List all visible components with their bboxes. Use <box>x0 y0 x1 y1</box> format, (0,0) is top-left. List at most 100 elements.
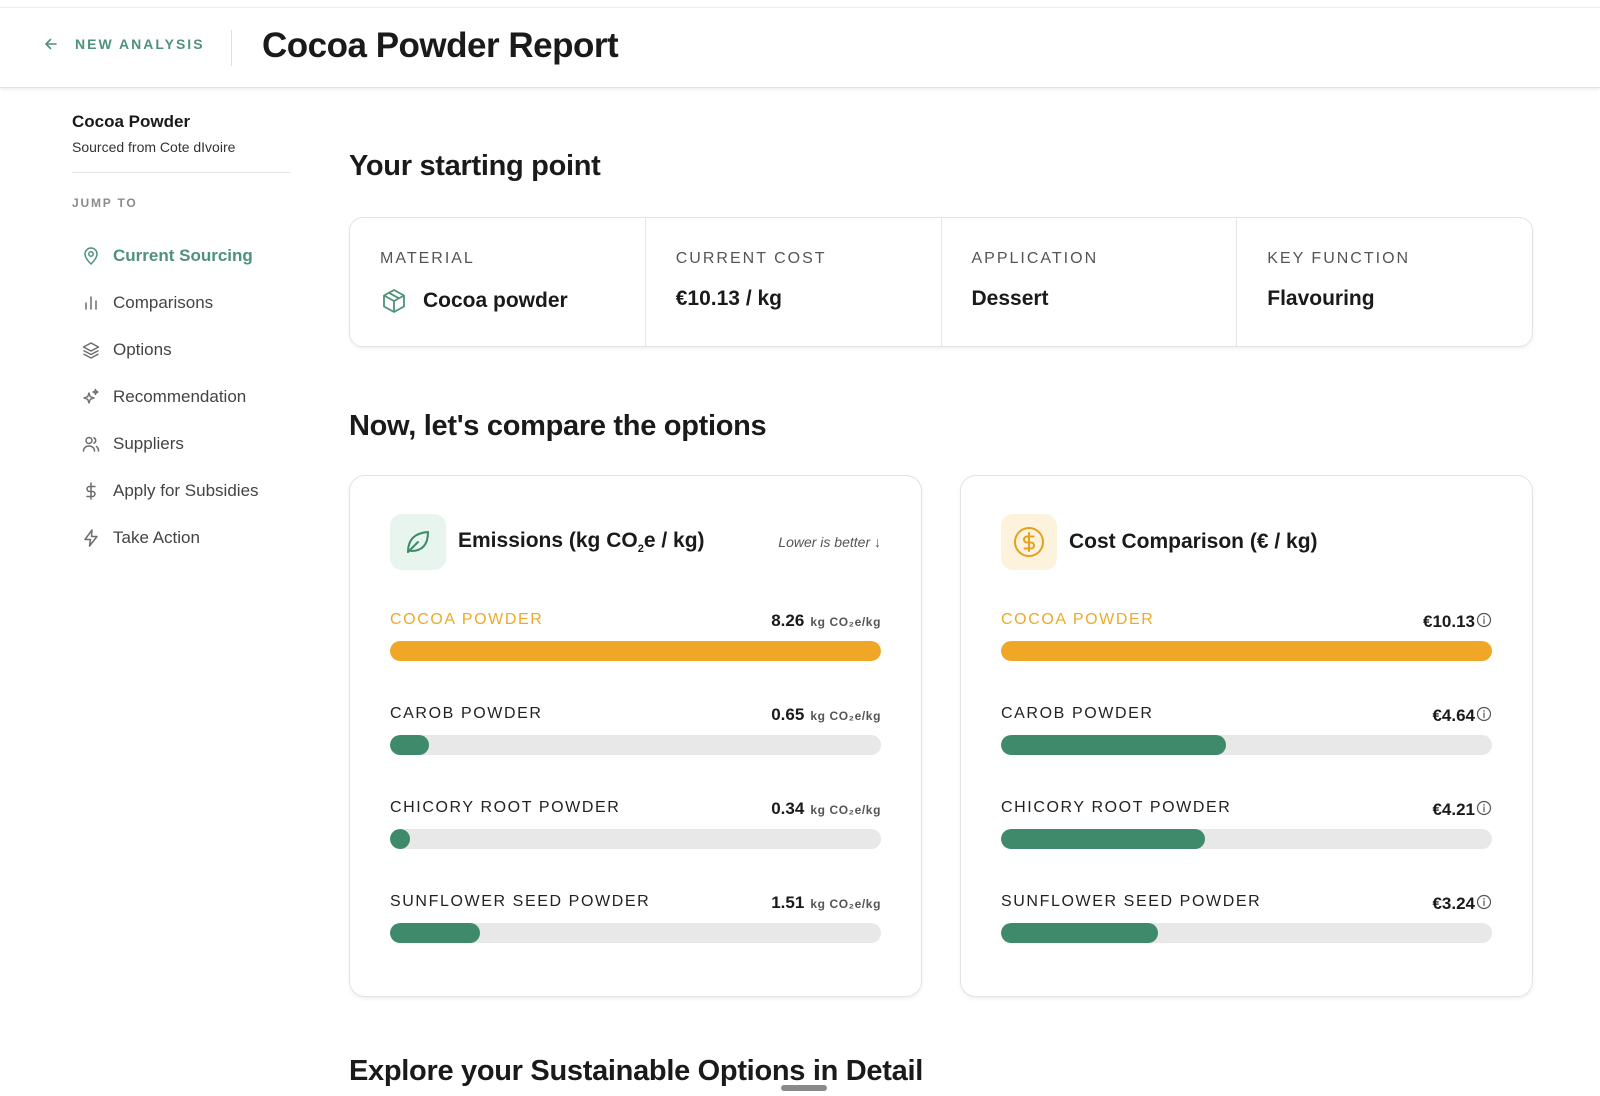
users-icon <box>81 434 101 454</box>
dollar-icon <box>81 481 101 501</box>
leaf-icon <box>407 531 429 553</box>
row-value-group: €10.13 <box>1423 611 1492 632</box>
row-value-group: €4.21 <box>1432 799 1492 820</box>
sidebar-item-suppliers[interactable]: Suppliers <box>72 420 290 467</box>
row-name: CAROB POWDER <box>1001 705 1154 722</box>
row-value-group: 1.51 kg CO₂e/kg <box>771 893 881 913</box>
sidebar-item-recommendation[interactable]: Recommendation <box>72 373 290 420</box>
bar-track <box>1001 735 1492 755</box>
row-name: CHICORY ROOT POWDER <box>390 799 621 816</box>
current-cost-value: €10.13 / kg <box>675 287 782 310</box>
material-value: Cocoa powder <box>423 289 568 312</box>
row-value: €3.24 <box>1432 894 1475 913</box>
cost-title: Cost Comparison (€ / kg) <box>1069 530 1318 553</box>
sidebar-item-label: Take Action <box>113 527 200 547</box>
sidebar: Cocoa Powder Sourced from Cote dIvoire J… <box>72 112 290 561</box>
window-top-edge <box>0 0 1600 8</box>
row-name: COCOA POWDER <box>390 611 544 628</box>
emissions-title-tail: e / kg) <box>643 528 705 552</box>
bar-fill <box>1001 735 1226 755</box>
explore-heading: Explore your Sustainable Options in Deta… <box>349 1055 923 1087</box>
info-icon[interactable] <box>1476 800 1492 816</box>
scroll-handle[interactable] <box>781 1085 827 1091</box>
cost-rows: COCOA POWDER €10.13 CAROB POWDER €4.64 C… <box>1001 611 1492 987</box>
bar-fill <box>390 641 881 661</box>
row-name: CHICORY ROOT POWDER <box>1001 799 1232 816</box>
emissions-card: Emissions (kg CO2e / kg) Lower is better… <box>349 475 922 997</box>
dollar-badge <box>1001 514 1057 570</box>
row-value: €4.21 <box>1432 800 1475 819</box>
row-name: SUNFLOWER SEED POWDER <box>390 893 651 910</box>
row-unit: kg CO₂e/kg <box>810 709 881 723</box>
map-pin-icon <box>81 246 101 266</box>
info-icon[interactable] <box>1476 612 1492 628</box>
info-icon[interactable] <box>1476 894 1492 910</box>
sidebar-item-label: Options <box>113 339 172 359</box>
arrow-left-icon <box>45 38 57 50</box>
lower-is-better-hint: Lower is better ↓ <box>778 534 881 550</box>
row-name: SUNFLOWER SEED POWDER <box>1001 893 1262 910</box>
cube-icon <box>383 289 405 313</box>
info-icon[interactable] <box>1476 706 1492 722</box>
bar-fill <box>390 735 429 755</box>
bar-fill <box>390 923 480 943</box>
material-value-row: Cocoa powder <box>380 287 645 315</box>
material-key: MATERIAL <box>380 250 475 267</box>
key-function-value: Flavouring <box>1267 287 1375 310</box>
row-value: 0.65 <box>771 705 805 724</box>
emissions-rows: COCOA POWDER 8.26 kg CO₂e/kg CAROB POWDER… <box>390 611 881 987</box>
top-header: NEW ANALYSIS Cocoa Powder Report <box>0 8 1600 88</box>
bar-track <box>390 735 881 755</box>
sidebar-item-label: Current Sourcing <box>113 245 253 265</box>
sparkles-icon <box>81 387 101 407</box>
lightning-icon <box>81 528 101 548</box>
sidebar-item-take-action[interactable]: Take Action <box>72 514 290 561</box>
bar-track <box>390 641 881 661</box>
page-title: Cocoa Powder Report <box>262 26 619 65</box>
jump-to-label: JUMP TO <box>72 196 138 210</box>
cost-row-sunflower-seed-powder: SUNFLOWER SEED POWDER €3.24 <box>1001 893 1492 987</box>
row-name: CAROB POWDER <box>390 705 543 722</box>
sidebar-item-options[interactable]: Options <box>72 326 290 373</box>
row-unit: kg CO₂e/kg <box>810 615 881 629</box>
starting-point-card: MATERIAL Cocoa powder CURRENT COST €10.1… <box>349 217 1533 347</box>
bar-track <box>390 829 881 849</box>
bar-fill <box>390 829 411 849</box>
row-value: 8.26 <box>771 611 805 630</box>
row-value-group: 0.65 kg CO₂e/kg <box>771 705 881 725</box>
header-divider <box>231 30 232 66</box>
sidebar-item-label: Apply for Subsidies <box>113 480 259 500</box>
bar-fill <box>1001 641 1492 661</box>
application-key: APPLICATION <box>971 250 1099 267</box>
product-name: Cocoa Powder <box>72 112 191 131</box>
sidebar-item-label: Suppliers <box>113 433 184 453</box>
bar-track <box>1001 923 1492 943</box>
product-source: Sourced from Cote dIvoire <box>72 139 236 155</box>
cost-row-cocoa-powder: COCOA POWDER €10.13 <box>1001 611 1492 705</box>
row-value-group: €3.24 <box>1432 893 1492 914</box>
material-cell: MATERIAL Cocoa powder <box>350 218 645 346</box>
leaf-badge <box>390 514 446 570</box>
dollar-circle-icon <box>1014 527 1044 557</box>
bar-fill <box>1001 829 1206 849</box>
new-analysis-link[interactable]: NEW ANALYSIS <box>44 36 205 52</box>
new-analysis-label: NEW ANALYSIS <box>75 36 205 52</box>
row-value-group: €4.64 <box>1432 705 1492 726</box>
cost-card-header: Cost Comparison (€ / kg) <box>1001 514 1492 570</box>
starting-point-heading: Your starting point <box>349 150 601 182</box>
sidebar-nav: Current Sourcing Comparisons Options Rec… <box>72 232 290 561</box>
sidebar-item-current-sourcing[interactable]: Current Sourcing <box>72 232 290 279</box>
row-value-group: 8.26 kg CO₂e/kg <box>771 611 881 631</box>
sidebar-item-label: Comparisons <box>113 292 214 312</box>
bar-track <box>390 923 881 943</box>
row-value: €10.13 <box>1423 612 1475 631</box>
emissions-title-main: Emissions (kg CO <box>458 528 638 552</box>
emissions-row-carob-powder: CAROB POWDER 0.65 kg CO₂e/kg <box>390 705 881 799</box>
row-name: COCOA POWDER <box>1001 611 1155 628</box>
emissions-row-sunflower-seed-powder: SUNFLOWER SEED POWDER 1.51 kg CO₂e/kg <box>390 893 881 987</box>
sidebar-item-comparisons[interactable]: Comparisons <box>72 279 290 326</box>
row-unit: kg CO₂e/kg <box>810 803 881 817</box>
emissions-card-header: Emissions (kg CO2e / kg) Lower is better… <box>390 514 881 570</box>
key-function-key: KEY FUNCTION <box>1267 250 1411 267</box>
sidebar-item-apply-for-subsidies[interactable]: Apply for Subsidies <box>72 467 290 514</box>
